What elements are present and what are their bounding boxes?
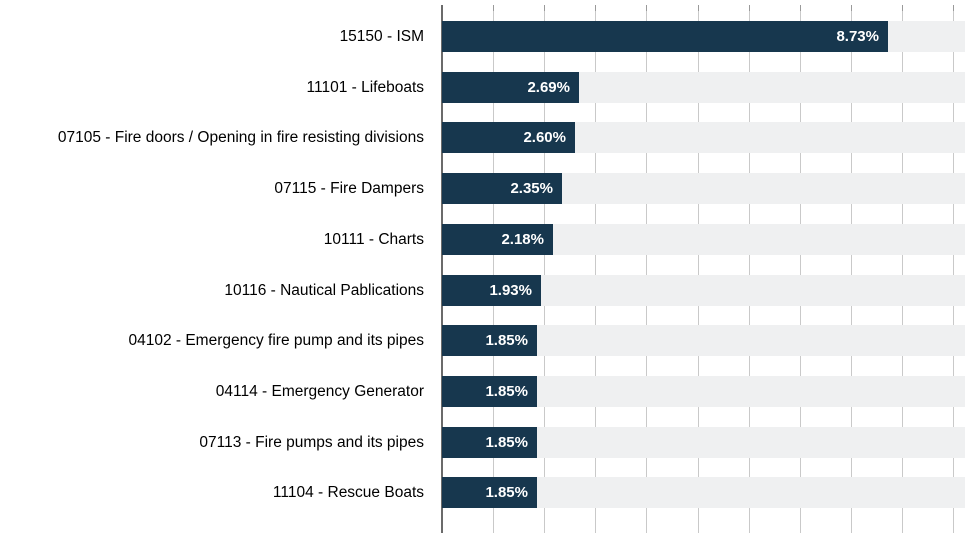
- bar-value-label: 1.85%: [485, 434, 528, 451]
- category-label: 11101 - Lifeboats: [306, 79, 424, 96]
- gridline-tick: [544, 5, 545, 11]
- gridline: [544, 5, 545, 533]
- gridline: [595, 5, 596, 533]
- bar: 1.85%: [442, 477, 537, 508]
- bar-value-label: 2.60%: [523, 129, 566, 146]
- gridline-tick: [851, 5, 852, 11]
- gridline: [749, 5, 750, 533]
- category-label: 04114 - Emergency Generator: [215, 383, 424, 400]
- bar: 1.93%: [442, 275, 541, 306]
- plot-area: 8.73% 2.69% 2.60% 2.35% 2.18% 1.93% 1.85% 1.85%…: [441, 5, 965, 533]
- bar: 8.73%: [442, 21, 888, 52]
- gridline: [851, 5, 852, 533]
- y-axis-line: [441, 5, 443, 533]
- bar: 2.35%: [442, 173, 562, 204]
- bar: 1.85%: [442, 427, 537, 458]
- category-label: 07105 - Fire doors / Opening in fire res…: [57, 129, 424, 146]
- category-label: 07113 - Fire pumps and its pipes: [199, 434, 424, 451]
- gridline-tick: [749, 5, 750, 11]
- bar: 2.18%: [442, 224, 553, 255]
- bar: 1.85%: [442, 376, 537, 407]
- gridline-tick: [902, 5, 903, 11]
- bar: 1.85%: [442, 325, 537, 356]
- bar-value-label: 8.73%: [836, 28, 879, 45]
- bar-value-label: 2.35%: [510, 180, 553, 197]
- gridline: [902, 5, 903, 533]
- bar-value-label: 1.85%: [485, 383, 528, 400]
- bar-value-label: 1.93%: [489, 282, 532, 299]
- gridline-tick: [595, 5, 596, 11]
- category-label: 11104 - Rescue Boats: [272, 484, 424, 501]
- bar: 2.60%: [442, 122, 575, 153]
- gridline-tick: [646, 5, 647, 11]
- bar-value-label: 1.85%: [485, 332, 528, 349]
- bar-value-label: 1.85%: [485, 484, 528, 501]
- gridline: [953, 5, 954, 533]
- category-label: 15150 - ISM: [339, 28, 424, 45]
- bar-value-label: 2.69%: [527, 79, 570, 96]
- gridline: [646, 5, 647, 533]
- category-label: 07115 - Fire Dampers: [274, 180, 424, 197]
- gridline-tick: [800, 5, 801, 11]
- gridline-tick: [953, 5, 954, 11]
- bar-value-label: 2.18%: [501, 231, 544, 248]
- category-label: 10111 - Charts: [323, 231, 424, 248]
- gridline-tick: [698, 5, 699, 11]
- category-label: 04102 - Emergency fire pump and its pipe…: [128, 332, 424, 349]
- category-axis: 15150 - ISM 11101 - Lifeboats 07105 - Fire…: [0, 5, 424, 533]
- gridline: [493, 5, 494, 533]
- gridline: [698, 5, 699, 533]
- gridline: [800, 5, 801, 533]
- category-label: 10116 - Nautical Pablications: [224, 282, 424, 299]
- bar: 2.69%: [442, 72, 579, 103]
- gridline-tick: [493, 5, 494, 11]
